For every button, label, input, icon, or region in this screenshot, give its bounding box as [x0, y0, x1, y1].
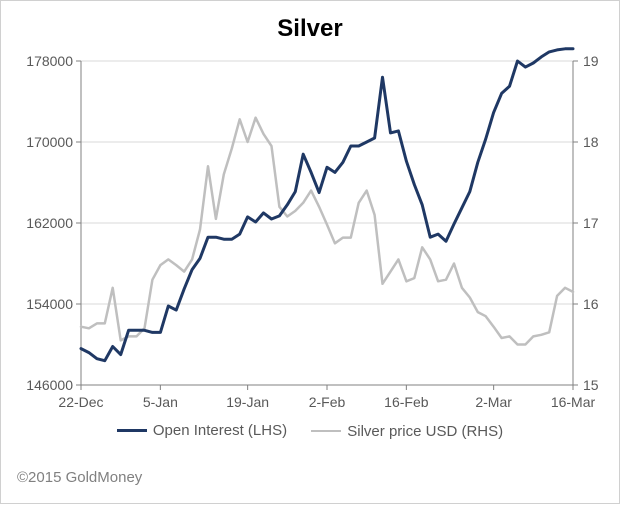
legend-swatch-1 — [311, 430, 341, 432]
svg-text:19-Jan: 19-Jan — [226, 394, 269, 410]
legend: Open Interest (LHS) Silver price USD (RH… — [1, 419, 619, 440]
legend-item-open-interest: Open Interest (LHS) — [117, 422, 287, 439]
svg-text:16: 16 — [583, 296, 599, 312]
svg-text:170000: 170000 — [26, 134, 73, 150]
svg-text:16-Feb: 16-Feb — [384, 394, 429, 410]
svg-text:17: 17 — [583, 215, 599, 231]
svg-text:18: 18 — [583, 134, 599, 150]
svg-text:16-Mar: 16-Mar — [551, 394, 596, 410]
svg-text:2-Mar: 2-Mar — [475, 394, 512, 410]
svg-text:22-Dec: 22-Dec — [58, 394, 103, 410]
svg-text:162000: 162000 — [26, 215, 73, 231]
legend-swatch-0 — [117, 429, 147, 432]
chart-container: Silver 146000154000162000170000178000151… — [0, 0, 620, 504]
svg-text:2-Feb: 2-Feb — [309, 394, 346, 410]
copyright-text: ©2015 GoldMoney — [17, 469, 142, 486]
svg-text:19: 19 — [583, 53, 599, 69]
svg-text:154000: 154000 — [26, 296, 73, 312]
svg-text:5-Jan: 5-Jan — [143, 394, 178, 410]
legend-label-0: Open Interest (LHS) — [153, 422, 287, 439]
svg-text:178000: 178000 — [26, 53, 73, 69]
legend-item-silver-price: Silver price USD (RHS) — [311, 423, 503, 440]
chart-title: Silver — [1, 15, 619, 43]
svg-text:146000: 146000 — [26, 377, 73, 393]
svg-text:15: 15 — [583, 377, 599, 393]
legend-label-1: Silver price USD (RHS) — [347, 423, 503, 440]
